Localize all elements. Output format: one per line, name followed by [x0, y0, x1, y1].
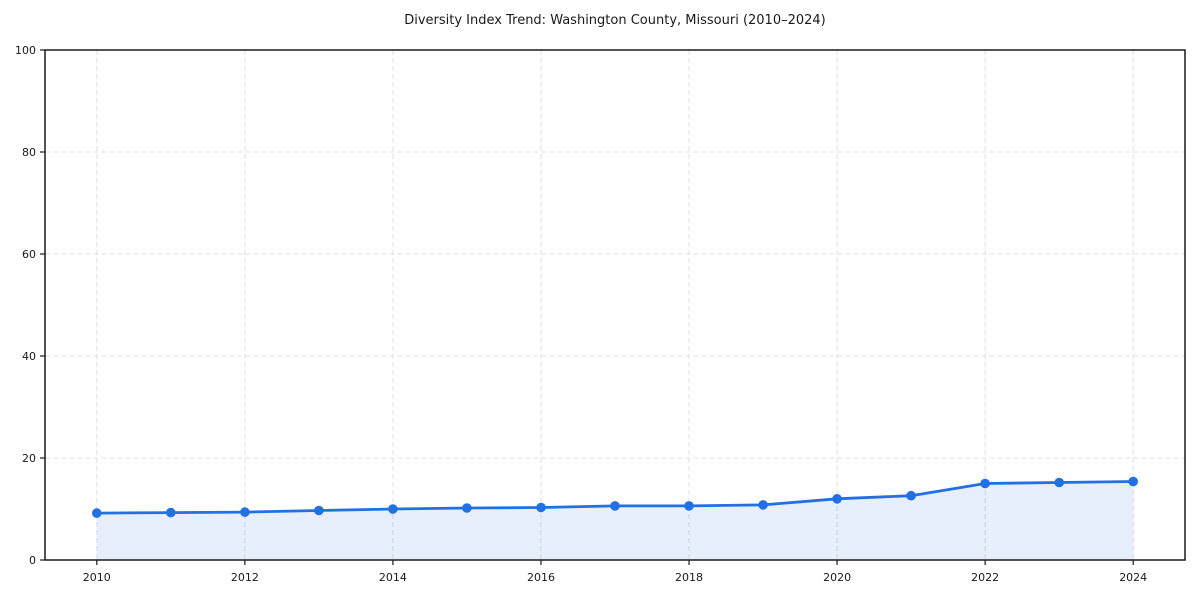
x-tick-label: 2018 — [675, 571, 703, 584]
x-tick-label: 2020 — [823, 571, 851, 584]
x-tick-label: 2014 — [379, 571, 407, 584]
x-tick-label: 2016 — [527, 571, 555, 584]
data-point-marker — [462, 503, 472, 513]
x-tick-label: 2022 — [971, 571, 999, 584]
data-point-marker — [758, 500, 768, 510]
data-point-marker — [92, 508, 102, 518]
data-point-marker — [536, 502, 546, 513]
x-tick-label: 2024 — [1119, 571, 1147, 584]
data-point-marker — [610, 501, 620, 511]
y-tick-label: 40 — [22, 350, 36, 363]
y-tick-label: 20 — [22, 452, 36, 465]
area-fill — [96, 481, 1134, 560]
chart-title: Diversity Index Trend: Washington County… — [404, 13, 826, 28]
data-point-marker — [240, 507, 250, 517]
y-tick-label: 80 — [22, 146, 36, 159]
data-point-marker — [906, 490, 916, 501]
data-point-marker — [684, 501, 694, 511]
data-point-marker — [832, 494, 842, 504]
y-tick-label: 100 — [15, 44, 36, 57]
data-point-marker — [388, 504, 398, 514]
data-point-marker — [314, 505, 324, 516]
y-tick-label: 60 — [22, 248, 36, 261]
y-tick-label: 0 — [29, 554, 36, 567]
x-tick-label: 2012 — [231, 571, 259, 584]
x-tick-label: 2010 — [83, 571, 111, 584]
data-point-marker — [1128, 476, 1138, 487]
data-point-marker — [1054, 477, 1064, 488]
data-point-marker — [980, 478, 990, 489]
data-point-marker — [166, 507, 176, 518]
axis-spine — [44, 49, 1186, 561]
